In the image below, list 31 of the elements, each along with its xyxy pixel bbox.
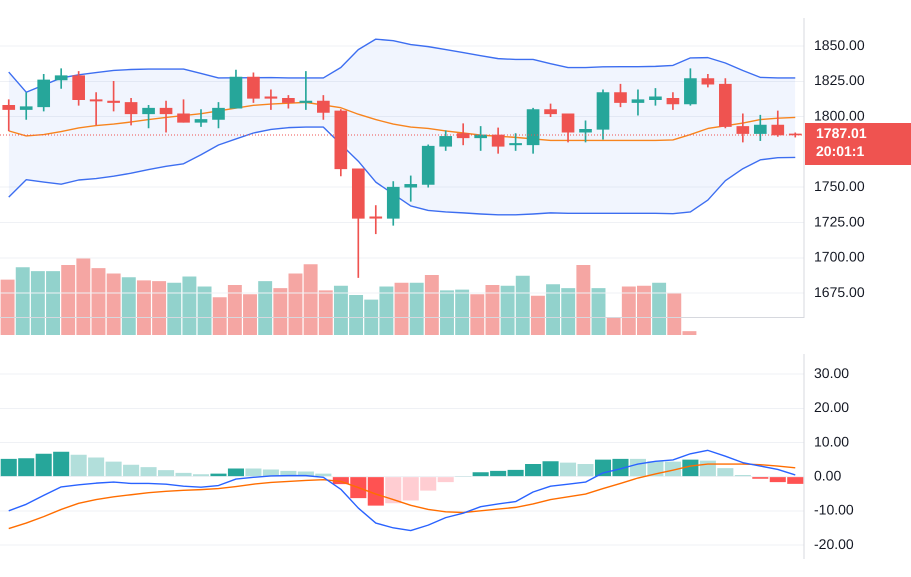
bar xyxy=(682,460,698,476)
y-tick-label: -10.00 xyxy=(814,502,854,518)
y-tick-label: 20.00 xyxy=(814,399,850,416)
y-tick-label: 1700.00 xyxy=(814,248,865,265)
bar xyxy=(0,280,15,335)
candlestick xyxy=(649,88,662,106)
bar xyxy=(652,282,666,335)
y-tick-label: 1800.00 xyxy=(814,107,865,124)
bar xyxy=(424,275,439,335)
bar xyxy=(592,288,606,335)
candlestick xyxy=(160,100,172,132)
y-tick-label: 1725.00 xyxy=(814,213,865,230)
y-tick-label: 1850.00 xyxy=(814,36,865,53)
y-tick-label: 1750.00 xyxy=(814,178,865,194)
bar xyxy=(530,296,545,335)
bar xyxy=(410,282,424,335)
bar xyxy=(394,282,409,335)
candlestick xyxy=(194,109,208,127)
ref-line-label: 1787.01 xyxy=(816,124,867,141)
y-tick-label: 30.00 xyxy=(814,365,850,382)
y-tick-label: 1825.00 xyxy=(814,72,865,88)
y-tick-label: -20.00 xyxy=(814,536,854,552)
y-tick-label: 1675.00 xyxy=(814,284,865,300)
bar xyxy=(258,281,272,335)
y-tick-label: 0.00 xyxy=(814,468,842,484)
text: 20:01:1 xyxy=(816,142,864,159)
candlestick xyxy=(579,120,592,142)
y-tick-label: 10.00 xyxy=(814,433,850,450)
candlestick xyxy=(632,89,644,116)
bar xyxy=(122,277,136,335)
bar xyxy=(576,265,590,335)
